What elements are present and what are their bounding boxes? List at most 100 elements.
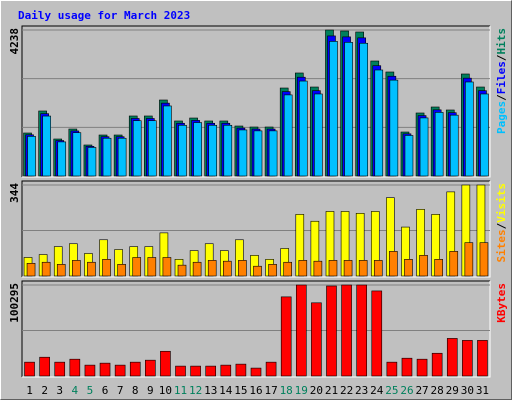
bar xyxy=(69,358,81,377)
x-tick-label: 15 xyxy=(234,384,247,397)
bar xyxy=(404,135,414,177)
bar xyxy=(250,367,262,377)
bar xyxy=(356,284,367,377)
x-tick-label: 6 xyxy=(102,384,109,397)
bar xyxy=(268,130,278,177)
bar xyxy=(373,260,383,277)
legend-separator: / xyxy=(495,94,508,101)
bar xyxy=(253,265,262,277)
x-tick-label: 21 xyxy=(325,384,338,397)
bar xyxy=(147,257,157,277)
bar xyxy=(343,260,353,277)
bar xyxy=(464,242,474,277)
bar xyxy=(27,136,36,177)
bar xyxy=(480,93,489,177)
bar xyxy=(419,117,429,177)
bar xyxy=(84,364,96,377)
bar xyxy=(431,352,443,377)
legend: Sites/Visits xyxy=(495,183,508,263)
x-tick-label: 14 xyxy=(219,384,233,397)
bar xyxy=(328,260,338,277)
legend: KBytes xyxy=(495,283,508,323)
bar xyxy=(117,137,127,177)
bar xyxy=(314,93,323,177)
bar xyxy=(24,361,35,377)
bar xyxy=(56,264,66,277)
bar xyxy=(99,362,111,377)
bar xyxy=(102,137,112,177)
bar xyxy=(223,124,233,177)
x-tick-label: 3 xyxy=(56,384,63,397)
bar xyxy=(341,284,352,377)
bar xyxy=(117,264,126,277)
bar xyxy=(419,255,428,277)
legend-entry: Pages xyxy=(495,101,508,134)
bar xyxy=(163,105,172,177)
legend-entry: Visits xyxy=(495,183,508,223)
bar xyxy=(446,338,458,377)
x-tick-label: 23 xyxy=(355,384,368,397)
bar xyxy=(102,259,111,277)
bar xyxy=(87,261,96,277)
x-tick-label: 17 xyxy=(264,384,277,397)
bar xyxy=(449,251,459,277)
x-tick-label: 24 xyxy=(370,384,384,397)
chart-title: Daily usage for March 2023 xyxy=(18,9,190,22)
x-tick-label: 16 xyxy=(249,384,262,397)
bar xyxy=(311,302,322,377)
bar xyxy=(465,81,474,177)
bar xyxy=(434,112,444,177)
x-tick-label: 11 xyxy=(174,384,187,397)
y-tick-label: 100295 xyxy=(8,283,21,323)
bar xyxy=(72,132,82,177)
x-tick-label: 25 xyxy=(385,384,398,397)
x-tick-label: 4 xyxy=(72,384,79,397)
legend-separator: / xyxy=(495,54,508,61)
x-tick-label: 7 xyxy=(117,384,124,397)
legend-entry: Files xyxy=(495,61,508,94)
x-tick-label: 9 xyxy=(147,384,154,397)
bar xyxy=(359,42,368,177)
bar xyxy=(190,365,201,377)
panel-edge xyxy=(21,280,490,377)
x-tick-label: 5 xyxy=(87,384,94,397)
y-tick-label: 344 xyxy=(8,183,21,203)
bar xyxy=(207,260,217,277)
bar xyxy=(132,120,142,177)
x-tick-label: 10 xyxy=(159,384,172,397)
legend: Pages/Files/Hits xyxy=(495,28,508,134)
x-tick-label: 13 xyxy=(204,384,217,397)
bar xyxy=(42,115,51,177)
legend-separator: / xyxy=(495,222,508,229)
bar xyxy=(178,124,187,177)
bar xyxy=(72,260,81,277)
bar xyxy=(283,261,292,277)
x-tick-label: 18 xyxy=(280,384,293,397)
y-tick-label: 4238 xyxy=(8,28,21,55)
bar xyxy=(87,147,97,177)
legend-entry: KBytes xyxy=(495,283,508,323)
bar xyxy=(268,264,277,277)
bar xyxy=(358,260,368,277)
bar xyxy=(253,130,263,177)
bar xyxy=(114,364,126,377)
bar xyxy=(477,340,488,377)
bar xyxy=(298,80,308,177)
bar xyxy=(145,359,156,377)
panel-edge xyxy=(22,181,491,278)
bar xyxy=(389,251,398,277)
bar xyxy=(162,257,172,277)
bar xyxy=(208,124,218,177)
bar xyxy=(193,122,202,177)
bar xyxy=(389,79,399,177)
bar xyxy=(175,365,186,377)
legend-entry: Sites xyxy=(495,229,508,262)
bar xyxy=(148,120,157,177)
bar xyxy=(371,290,383,377)
bar xyxy=(434,259,443,277)
bar xyxy=(238,129,248,177)
bar xyxy=(238,260,247,277)
bar xyxy=(192,261,202,277)
bar xyxy=(479,242,489,277)
